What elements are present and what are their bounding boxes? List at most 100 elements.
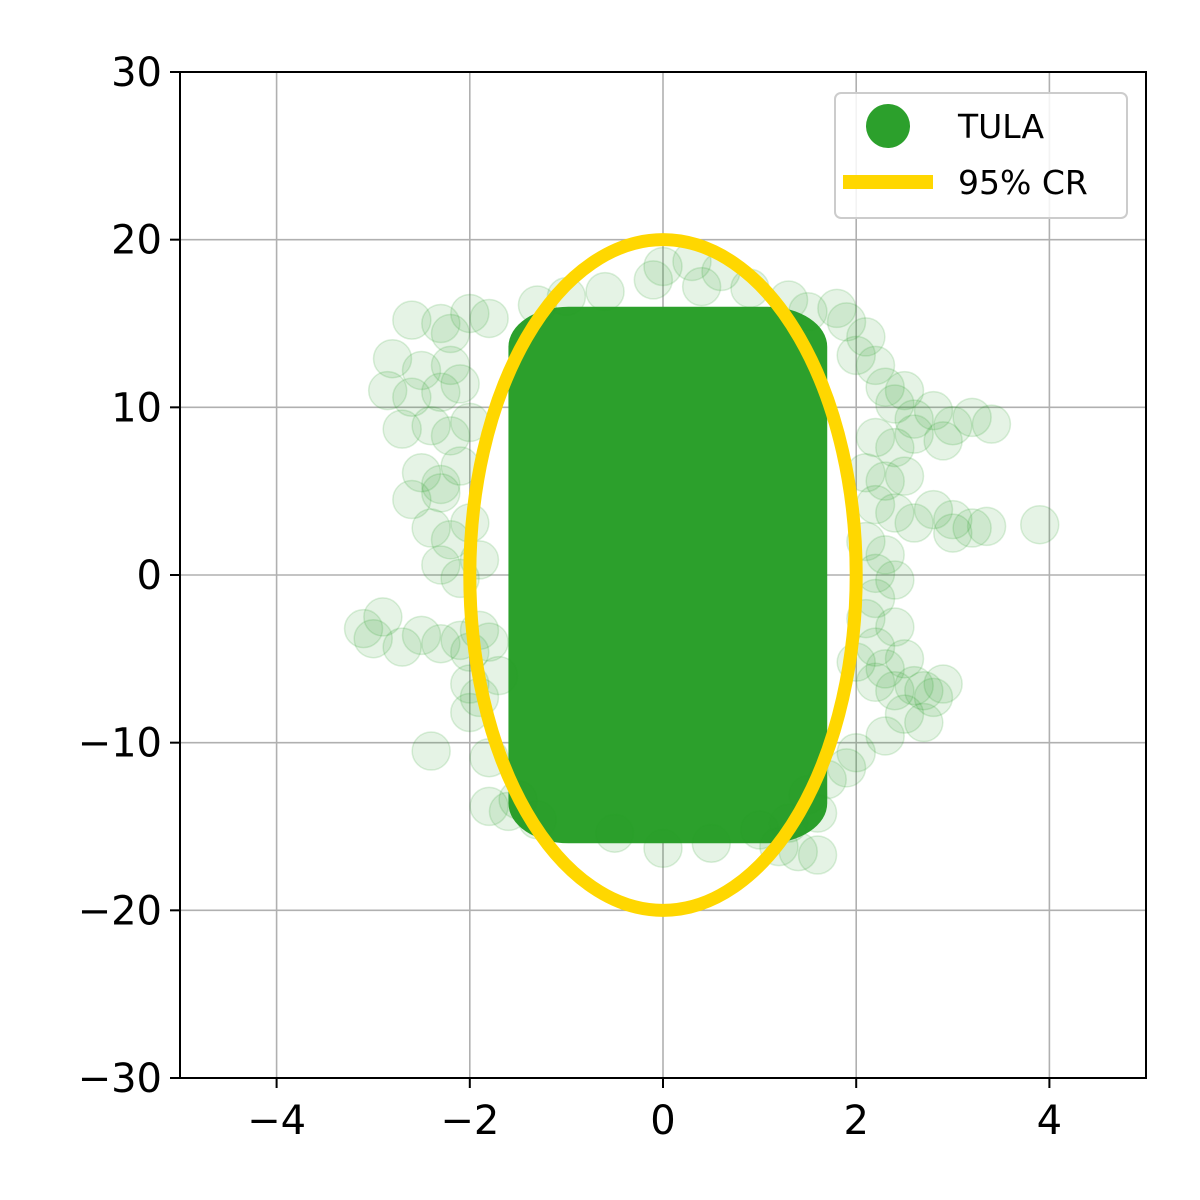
scatter-point bbox=[884, 370, 925, 411]
data-layer bbox=[343, 233, 1060, 917]
scatter-point bbox=[469, 298, 509, 339]
scatter-point bbox=[1019, 504, 1060, 545]
scatter-point bbox=[865, 716, 905, 756]
scatter-point bbox=[594, 813, 635, 853]
scatter-point bbox=[633, 260, 674, 300]
scatter-point bbox=[933, 499, 973, 540]
scatter-point bbox=[952, 508, 992, 548]
scatter-point bbox=[894, 414, 934, 454]
scatter-point bbox=[411, 406, 451, 446]
scatter-point bbox=[411, 508, 451, 548]
scatter-point bbox=[923, 664, 963, 704]
scatter-point bbox=[884, 456, 925, 496]
scatter-point bbox=[367, 370, 408, 411]
scatter-point bbox=[739, 810, 780, 850]
scatter-point bbox=[353, 618, 393, 659]
y-tick-label: 30 bbox=[111, 50, 162, 96]
scatter-point bbox=[894, 665, 934, 706]
scatter-point bbox=[401, 350, 442, 391]
y-tick-label: 20 bbox=[111, 218, 162, 264]
scatter-point bbox=[865, 367, 905, 407]
scatter-point bbox=[894, 503, 934, 543]
scatter-point bbox=[826, 302, 867, 342]
scatter-point bbox=[421, 545, 461, 585]
scatter-point bbox=[392, 300, 432, 340]
scatter-point bbox=[875, 670, 915, 711]
scatter-point bbox=[875, 493, 915, 533]
scatter-point bbox=[363, 597, 403, 637]
scatter-point bbox=[952, 397, 992, 438]
scatter-point bbox=[440, 364, 480, 404]
scatter-point bbox=[392, 479, 432, 520]
scatter-point bbox=[865, 649, 905, 689]
scatter-point bbox=[817, 288, 857, 329]
scatter-point bbox=[421, 303, 461, 344]
scatter-point bbox=[855, 417, 896, 458]
x-tick-label: 4 bbox=[1037, 1098, 1062, 1144]
scatter-point bbox=[904, 702, 944, 743]
scatter-point bbox=[643, 828, 683, 869]
scatter-point bbox=[836, 732, 876, 773]
x-tick-label: 0 bbox=[650, 1098, 675, 1144]
scatter-point bbox=[681, 266, 722, 307]
scatter-point bbox=[865, 461, 905, 501]
credible-region-ellipse bbox=[463, 233, 863, 917]
scatter-point bbox=[913, 390, 954, 431]
x-tick-label: −4 bbox=[247, 1098, 306, 1144]
scatter-point bbox=[846, 317, 886, 357]
scatter-point bbox=[421, 623, 461, 664]
scatter-point bbox=[421, 464, 461, 505]
scatter-point bbox=[855, 662, 896, 703]
scatter-point bbox=[884, 694, 925, 734]
scatter-point bbox=[923, 421, 963, 461]
scatter-point bbox=[913, 489, 954, 530]
scatter-dense-core bbox=[508, 306, 828, 844]
scatter-point bbox=[836, 335, 876, 376]
scatter-point bbox=[585, 271, 625, 312]
y-tick-label: 0 bbox=[137, 553, 162, 599]
scatter-point bbox=[372, 338, 413, 379]
scatter-point bbox=[430, 345, 471, 386]
scatter-point bbox=[450, 293, 490, 334]
scatter-point bbox=[382, 409, 422, 449]
scatter-point bbox=[691, 823, 732, 864]
scatter-point bbox=[971, 404, 1012, 444]
scatter-point bbox=[401, 452, 442, 493]
y-tick-label: −20 bbox=[78, 888, 162, 934]
scatter-point bbox=[894, 399, 934, 439]
scatter-point bbox=[855, 345, 896, 386]
scatter-point bbox=[875, 427, 915, 468]
scatter-point bbox=[411, 731, 451, 771]
scatter-point bbox=[966, 506, 1007, 547]
y-tick-label: −30 bbox=[78, 1056, 162, 1102]
scatter-point bbox=[875, 384, 915, 424]
scatter-point bbox=[430, 313, 471, 354]
scatter-point bbox=[865, 535, 905, 575]
scatter-point bbox=[382, 627, 422, 667]
scatter-point bbox=[875, 560, 915, 600]
scatter-point bbox=[884, 639, 925, 679]
scatter-point bbox=[421, 372, 461, 412]
y-tick-label: 10 bbox=[111, 385, 162, 431]
scatter-point bbox=[343, 608, 384, 649]
scatter-point bbox=[904, 670, 944, 711]
scatter-point bbox=[913, 677, 954, 718]
x-tick-label: −2 bbox=[440, 1098, 499, 1144]
scatter-point bbox=[797, 835, 838, 875]
scatter-point bbox=[392, 377, 432, 418]
scatter-point bbox=[643, 246, 683, 287]
y-tick-label: −10 bbox=[78, 721, 162, 767]
legend-marker-tula bbox=[866, 104, 910, 148]
scatter-point bbox=[933, 513, 973, 553]
x-tick-label: 2 bbox=[843, 1098, 868, 1144]
scatter-point bbox=[421, 473, 461, 513]
scatter-point bbox=[875, 607, 915, 647]
scatter-point bbox=[430, 416, 471, 456]
legend-label-tula: TULA bbox=[957, 107, 1044, 146]
legend: TULA 95% CR bbox=[834, 92, 1128, 219]
scatter-point bbox=[933, 406, 973, 446]
scatter-point bbox=[469, 786, 509, 827]
scatter-point bbox=[401, 615, 442, 656]
